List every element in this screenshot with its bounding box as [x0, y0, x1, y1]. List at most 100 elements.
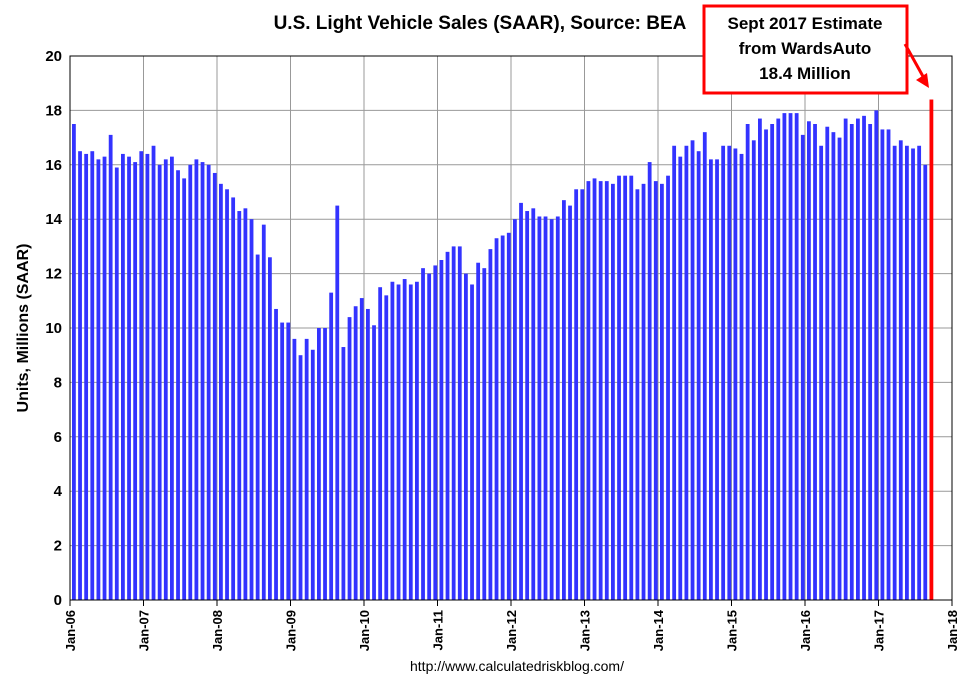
bar	[672, 145, 677, 600]
bar	[905, 145, 909, 600]
y-tick-label: 4	[54, 483, 63, 500]
bar	[335, 205, 340, 600]
bar	[359, 298, 364, 600]
bar	[464, 273, 468, 600]
bar	[635, 189, 640, 600]
bar	[84, 153, 89, 601]
bar	[482, 268, 487, 600]
source-url: http://www.calculatedriskblog.com/	[410, 658, 624, 674]
bar	[298, 355, 303, 600]
bar	[604, 181, 609, 600]
bar	[819, 145, 824, 600]
bar	[519, 202, 523, 600]
bar	[666, 175, 670, 600]
bar-highlight	[929, 99, 934, 601]
bar	[592, 178, 597, 600]
bar	[647, 162, 652, 600]
annotation-callout: Sept 2017 Estimate from WardsAuto 18.4 M…	[702, 4, 929, 95]
bar	[323, 328, 327, 600]
bar	[800, 134, 805, 600]
x-tick-label: Jan-11	[431, 610, 446, 650]
bar	[562, 200, 566, 600]
bar	[733, 148, 738, 601]
y-tick-label: 16	[45, 157, 62, 174]
bar	[384, 295, 389, 600]
bar	[500, 235, 505, 600]
bar	[745, 124, 750, 600]
x-tick-label: Jan-08	[210, 610, 225, 651]
x-tick-label: Jan-14	[651, 609, 666, 651]
bar	[586, 181, 591, 600]
bar	[837, 137, 842, 600]
chart-title: U.S. Light Vehicle Sales (SAAR), Source:…	[274, 13, 687, 34]
bar	[127, 156, 131, 600]
bar	[445, 251, 450, 600]
bar	[451, 246, 456, 600]
bar	[212, 172, 217, 600]
bar	[261, 224, 266, 600]
bar	[776, 118, 781, 600]
bar	[488, 249, 493, 600]
bar	[531, 208, 536, 600]
bar	[513, 219, 517, 600]
bar	[825, 126, 830, 600]
bar	[157, 164, 162, 601]
y-tick-label: 12	[45, 266, 62, 283]
bar	[856, 118, 860, 600]
bar	[739, 153, 744, 601]
bar	[831, 132, 836, 600]
bar	[660, 183, 664, 600]
bar	[200, 162, 205, 600]
bar	[78, 151, 82, 600]
bar	[329, 292, 334, 600]
bar	[598, 181, 603, 600]
y-tick-label: 10	[45, 320, 62, 337]
bar	[470, 284, 474, 600]
bar	[574, 189, 579, 600]
bar	[653, 181, 658, 600]
bar	[243, 208, 248, 600]
bar	[506, 232, 511, 601]
x-tick-label: Jan-17	[872, 610, 887, 651]
bar	[807, 121, 811, 600]
x-tick-labels: Jan-06 Jan-07 Jan-08 Jan-09 Jan-10 Jan-11 Jan-…	[63, 600, 960, 651]
bar	[862, 115, 866, 600]
bar	[182, 178, 187, 600]
bar	[231, 197, 236, 600]
bar	[911, 148, 915, 601]
bar	[721, 145, 726, 600]
bar	[225, 189, 229, 600]
bar	[623, 175, 628, 600]
bar	[145, 153, 150, 601]
bar	[237, 211, 242, 601]
bar	[304, 338, 309, 600]
bar	[874, 110, 879, 601]
annotation-line-2: from WardsAuto	[739, 39, 872, 58]
bar	[696, 151, 701, 600]
x-tick-label: Jan-09	[284, 610, 299, 651]
bar	[341, 347, 346, 600]
bar	[206, 164, 211, 601]
bar	[90, 151, 95, 600]
bar	[163, 159, 168, 601]
bar	[880, 129, 885, 600]
y-tick-label: 14	[45, 211, 62, 228]
bar	[121, 153, 125, 601]
bar	[476, 262, 481, 600]
annotation-line-1: Sept 2017 Estimate	[728, 14, 883, 33]
bar	[770, 124, 775, 600]
bar	[408, 284, 413, 600]
bar	[611, 183, 615, 600]
bar	[923, 164, 928, 601]
bar	[709, 159, 713, 601]
bar	[715, 159, 719, 601]
bar	[525, 211, 530, 601]
bar	[684, 145, 689, 600]
y-axis-label: Units, Millions (SAAR)	[15, 244, 32, 413]
bar	[139, 151, 144, 600]
x-tick-label: Jan-07	[137, 610, 152, 651]
bar	[813, 124, 817, 600]
bar	[764, 129, 768, 600]
bar	[347, 317, 352, 600]
